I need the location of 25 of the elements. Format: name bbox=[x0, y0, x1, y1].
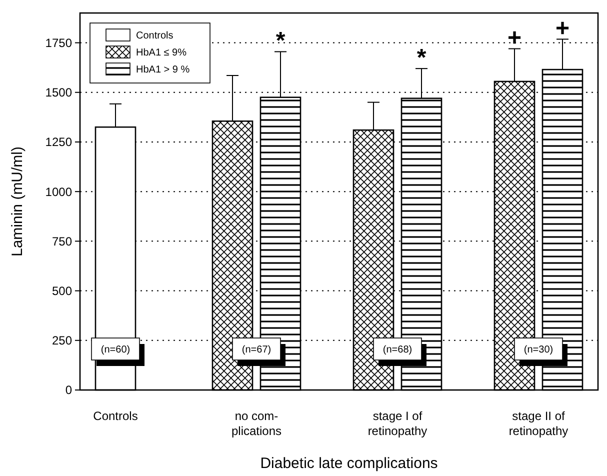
annotation: (n=30) bbox=[524, 344, 554, 356]
annotation: (n=67) bbox=[242, 344, 272, 356]
x-tick-label: stage I of retinopathy bbox=[368, 409, 428, 438]
annotation: * bbox=[416, 44, 427, 72]
x-tick-label: no com- plications bbox=[231, 409, 282, 438]
annotation: + bbox=[507, 24, 522, 52]
y-tick-label: 1500 bbox=[45, 86, 72, 100]
annotation: * bbox=[276, 28, 286, 55]
legend-label: Controls bbox=[136, 30, 174, 42]
y-tick-label: 750 bbox=[52, 234, 72, 248]
y-tick-label: 0 bbox=[65, 383, 72, 398]
x-axis-title: Diabetic late complications bbox=[260, 455, 438, 472]
annotation: (n=60) bbox=[100, 344, 130, 356]
y-tick-label: 1750 bbox=[45, 36, 72, 50]
y-tick-label: 1000 bbox=[45, 184, 72, 199]
y-tick-label: 250 bbox=[52, 334, 72, 348]
legend-label: HbA1 > 9 % bbox=[136, 64, 190, 76]
x-tick-label: stage II of retinopathy bbox=[508, 409, 568, 438]
y-tick-label: 500 bbox=[52, 284, 72, 298]
annotation: (n=68) bbox=[382, 344, 412, 356]
y-axis-title: Laminin (mU/ml) bbox=[9, 146, 26, 257]
y-tick-label: 1250 bbox=[45, 135, 72, 150]
legend-label: HbA1 ≤ 9% bbox=[136, 48, 187, 58]
annotation: + bbox=[555, 15, 570, 42]
x-tick-label: Controls bbox=[93, 409, 138, 423]
